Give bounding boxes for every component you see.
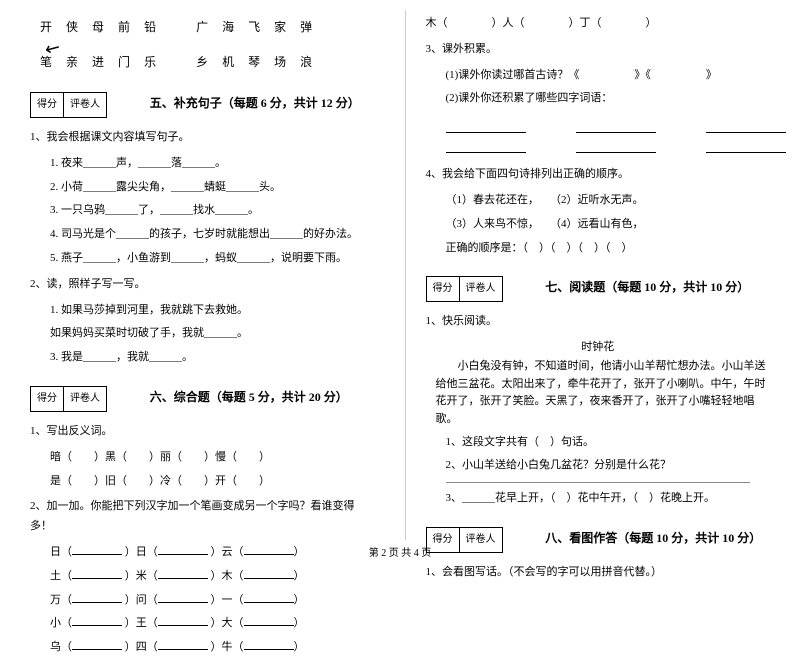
q6-1-row1: 暗（ ）黑（ ）丽（ ）慢（ ）: [50, 448, 375, 468]
blank-line: [446, 139, 526, 153]
q7-3: 3、______花早上开，（ ）花中午开，（ ）花晚上开。: [446, 489, 771, 509]
char: 亲: [66, 53, 78, 70]
char: 浪: [300, 53, 312, 70]
score-row-7: 得分 评卷人 七、阅读题（每题 10 分，共计 10 分）: [426, 262, 771, 306]
char: 家: [274, 18, 286, 35]
char-row-1: 开 侠 母 前 铅 广 海 飞 家 弹: [40, 18, 375, 35]
q6-2-r3: 万（ ）问（ ）一（）: [50, 591, 375, 611]
char: 母: [92, 18, 104, 35]
char: 前: [118, 18, 130, 35]
passage: 小白兔没有钟，不知道时间，他请小山羊帮忙想办法。小山羊送给他三盆花。太阳出来了，…: [436, 358, 771, 428]
q6-2-r4: 小（ ）王（ ）大（）: [50, 614, 375, 634]
char: 乡: [196, 53, 208, 70]
char-row-2: 笔 亲 进 门 乐 乡 机 琴 场 浪: [40, 53, 375, 70]
q5-2-2: 如果妈妈买菜时切破了手，我就______。: [50, 324, 375, 344]
q6-1-row2: 是（ ）旧（ ）冷（ ）开（ ）: [50, 472, 375, 492]
q5-1: 1、我会根据课文内容填写句子。: [30, 128, 375, 148]
score-box: 得分 评卷人: [30, 386, 107, 412]
section-7-title: 七、阅读题（每题 10 分，共计 10 分）: [545, 278, 749, 295]
q3: 3、课外积累。: [426, 40, 771, 60]
passage-title: 时钟花: [426, 338, 771, 354]
q7-1-1: 1、这段文字共有（ ）句话。: [446, 433, 771, 453]
char: 海: [222, 18, 234, 35]
q5-1-2: 2. 小荷______露尖尖角，______蜻蜓______头。: [50, 178, 375, 198]
q6-1: 1、写出反义词。: [30, 422, 375, 442]
blank-line: [706, 139, 786, 153]
q5-1-4: 4. 司马光是个______的孩子，七岁时就能想出______的好办法。: [50, 225, 375, 245]
blank-line: [576, 119, 656, 133]
q7-1: 1、快乐阅读。: [426, 312, 771, 332]
char: 乐: [144, 53, 156, 70]
char: 进: [92, 53, 104, 70]
char: 侠: [66, 18, 78, 35]
q4-1: （1）春去花还在， （2）近听水无声。: [446, 191, 771, 211]
char: 开: [40, 18, 52, 35]
q7-1-2: 2、小山羊送给小白兔几盆花？分别是什么花？: [446, 456, 771, 476]
q6-2-r2: 土（ ）米（ ）木（）: [50, 567, 375, 587]
top-row: 木（ ）人（ ）丁（ ）: [426, 14, 771, 34]
section-6-title: 六、综合题（每题 5 分，共计 20 分）: [150, 388, 348, 405]
q6-2: 2、加一加。你能把下列汉字加一个笔画变成另一个字吗？看谁变得多！: [30, 497, 375, 537]
blank-grid: [446, 113, 771, 159]
q8-1: 1、会看图写话。（不会写的字可以用拼音代替。）: [426, 563, 771, 583]
page: 开 侠 母 前 铅 广 海 飞 家 弹 ↙ 笔 亲 进 门 乐 乡 机 琴 场 …: [0, 0, 800, 540]
blank-line: [446, 119, 526, 133]
page-footer: 第 2 页 共 4 页: [0, 544, 800, 559]
q4-ans: 正确的顺序是：（ ）（ ）（ ）（ ）: [446, 239, 771, 259]
char: 琴: [248, 53, 260, 70]
right-column: 木（ ）人（ ）丁（ ） 3、课外积累。 (1)课外你读过哪首古诗？《 》《 》…: [405, 10, 771, 540]
score-label: 得分: [427, 277, 460, 301]
left-column: 开 侠 母 前 铅 广 海 飞 家 弹 ↙ 笔 亲 进 门 乐 乡 机 琴 场 …: [30, 10, 375, 540]
char: 飞: [248, 18, 260, 35]
spacer: [170, 18, 182, 35]
char: 机: [222, 53, 234, 70]
q5-2: 2、读，照样子写一写。: [30, 275, 375, 295]
q4: 4、我会给下面四句诗排列出正确的顺序。: [426, 165, 771, 185]
score-label: 得分: [31, 93, 64, 117]
blank-line: [576, 139, 656, 153]
char: 铅: [144, 18, 156, 35]
reviewer-label: 评卷人: [460, 277, 502, 301]
score-row-6: 得分 评卷人 六、综合题（每题 5 分，共计 20 分）: [30, 372, 375, 416]
score-box: 得分 评卷人: [30, 92, 107, 118]
char: 广: [196, 18, 208, 35]
reviewer-label: 评卷人: [64, 93, 106, 117]
q3-2: (2)课外你还积累了哪些四字词语：: [446, 89, 771, 109]
q5-2-3: 3. 我是______，我就______。: [50, 348, 375, 368]
score-row: 得分 评卷人 五、补充句子（每题 6 分，共计 12 分）: [30, 78, 375, 122]
q3-1: (1)课外你读过哪首古诗？《 》《 》: [446, 66, 771, 86]
section-5-title: 五、补充句子（每题 6 分，共计 12 分）: [150, 94, 360, 111]
q6-2-r5: 乌（ ）四（ ）牛（）: [50, 638, 375, 658]
char: 场: [274, 53, 286, 70]
q4-2: （3）人来鸟不惊， （4）远看山有色，: [446, 215, 771, 235]
answer-line: [446, 482, 751, 483]
score-label: 得分: [31, 387, 64, 411]
spacer: [170, 53, 182, 70]
q5-2-1: 1. 如果马莎掉到河里，我就跳下去救她。: [50, 301, 375, 321]
score-box: 得分 评卷人: [426, 276, 503, 302]
char: 弹: [300, 18, 312, 35]
blank-line: [706, 119, 786, 133]
q5-1-3: 3. 一只乌鸦______了，______找水______。: [50, 201, 375, 221]
char: 门: [118, 53, 130, 70]
q5-1-1: 1. 夜来______声，______落______。: [50, 154, 375, 174]
reviewer-label: 评卷人: [64, 387, 106, 411]
q5-1-5: 5. 燕子______，小鱼游到______，蚂蚁______，说明要下雨。: [50, 249, 375, 269]
